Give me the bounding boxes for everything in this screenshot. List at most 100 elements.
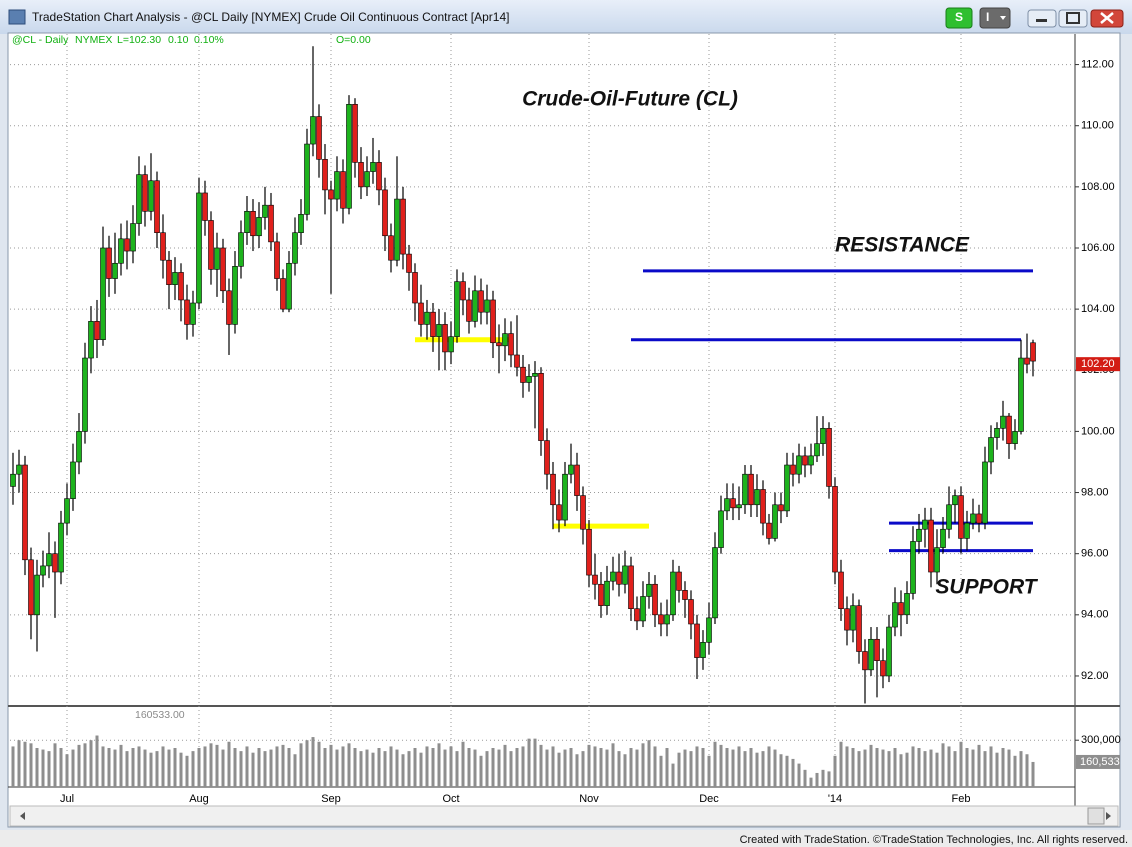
candle-body: [250, 211, 256, 237]
volume-bar: [779, 754, 783, 787]
volume-bar: [863, 749, 867, 787]
volume-bar: [773, 749, 777, 787]
minimize-icon: [1036, 19, 1047, 22]
volume-bar: [191, 751, 195, 787]
candle-body: [580, 495, 586, 530]
candle-body: [430, 311, 436, 337]
volume-bar: [725, 748, 729, 787]
volume-bar: [701, 748, 705, 787]
candle-body: [760, 489, 766, 524]
candle-body: [736, 504, 742, 509]
candle-body: [868, 638, 874, 671]
candle-body: [556, 504, 562, 521]
volume-bar: [845, 746, 849, 787]
candle-body: [748, 473, 754, 506]
minimize-button[interactable]: [1027, 9, 1057, 28]
candle-body: [970, 513, 976, 524]
volume-bar: [623, 754, 627, 787]
x-tick-label: Dec: [699, 793, 719, 805]
candle-body: [130, 223, 136, 252]
candle-body: [622, 565, 628, 585]
candle-body: [778, 504, 784, 512]
volume-bar: [911, 746, 915, 787]
candle-body: [394, 198, 400, 261]
candle-body: [1024, 357, 1030, 365]
volume-bar: [227, 741, 231, 787]
close-icon: [1100, 12, 1114, 24]
volume-bar: [551, 746, 555, 787]
y-tick-label: 110.00: [1081, 120, 1114, 132]
candle-body: [358, 162, 364, 188]
volume-bar: [419, 752, 423, 787]
candle-body: [418, 302, 424, 325]
candle-body: [976, 513, 982, 524]
candle-body: [136, 174, 142, 224]
volume-bar: [59, 748, 63, 787]
volume-bar: [209, 743, 213, 787]
candle-body: [346, 104, 352, 209]
volume-bar: [755, 752, 759, 787]
candle-body: [466, 299, 472, 322]
volume-bar: [791, 758, 795, 787]
change-readout: 0.10: [168, 34, 189, 46]
volume-bar: [119, 744, 123, 787]
volume-bar: [149, 752, 153, 787]
candle-body: [544, 440, 550, 475]
volume-bar: [1031, 761, 1035, 787]
indicator-button-label[interactable]: I: [986, 10, 989, 24]
volume-bar: [761, 751, 765, 787]
candle-body: [598, 583, 604, 606]
volume-bar: [269, 749, 273, 787]
scrollbar[interactable]: [9, 805, 1119, 827]
volume-bar: [257, 748, 261, 787]
candle-body: [496, 342, 502, 347]
candle-body: [994, 428, 1000, 438]
candle-body: [814, 443, 820, 457]
volume-readout: 160533.00: [135, 709, 185, 721]
volume-bar: [1001, 748, 1005, 787]
candle-body: [154, 180, 160, 234]
candle-body: [886, 626, 892, 677]
dropdown-arrow: [1000, 16, 1006, 20]
candle-body: [592, 574, 598, 585]
scroll-thumb[interactable]: [1087, 807, 1105, 825]
volume-bar: [947, 746, 951, 787]
strategy-button[interactable]: [945, 7, 973, 29]
x-tick-label: Jul: [60, 793, 74, 805]
candle-body: [916, 528, 922, 542]
exchange-label: NYMEX: [75, 34, 112, 46]
volume-bar: [467, 748, 471, 787]
candle-body: [118, 238, 124, 264]
candle-body: [706, 617, 712, 643]
candle-body: [502, 333, 508, 347]
candle-body: [484, 299, 490, 313]
candle-body: [946, 504, 952, 530]
volume-bar: [905, 752, 909, 787]
y-tick-label: 108.00: [1081, 181, 1115, 193]
indicator-button[interactable]: [979, 7, 1011, 29]
volume-bar: [617, 751, 621, 787]
strategy-button-label[interactable]: S: [955, 10, 963, 24]
candle-body: [352, 104, 358, 163]
volume-bar: [485, 751, 489, 787]
candle-body: [28, 559, 34, 616]
candle-body: [82, 357, 88, 432]
y-tick-label: 98.00: [1081, 486, 1109, 498]
candle-body: [214, 247, 220, 270]
volume-bar: [263, 751, 267, 787]
last-readout: L=102.30: [117, 34, 161, 46]
volume-bar: [71, 749, 75, 787]
candle-body: [1030, 342, 1036, 362]
candle-body: [616, 571, 622, 585]
volume-bar: [1013, 755, 1017, 787]
candle-body: [328, 189, 334, 200]
chart-area: [7, 32, 1121, 828]
volume-bar: [965, 748, 969, 787]
candle-body: [892, 602, 898, 628]
candle-body: [388, 235, 394, 261]
volume-bar: [407, 751, 411, 787]
volume-bar: [581, 751, 585, 787]
volume-bar: [665, 748, 669, 787]
annotation: SUPPORT: [935, 576, 1038, 599]
volume-bar: [155, 751, 159, 787]
